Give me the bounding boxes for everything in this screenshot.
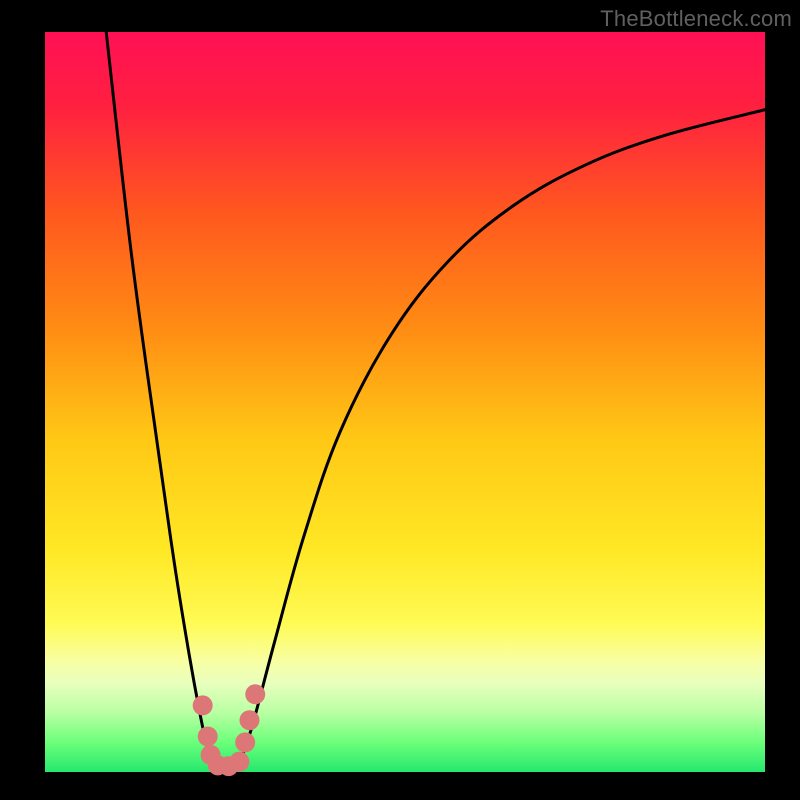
valley-marker [245,684,265,704]
chart-container: TheBottleneck.com [0,0,800,800]
valley-marker [239,710,259,730]
plot-background [45,32,765,772]
valley-marker [229,752,249,772]
valley-marker [198,726,218,746]
bottleneck-chart [0,0,800,800]
valley-marker [235,732,255,752]
watermark-label: TheBottleneck.com [600,6,792,32]
valley-marker [193,695,213,715]
